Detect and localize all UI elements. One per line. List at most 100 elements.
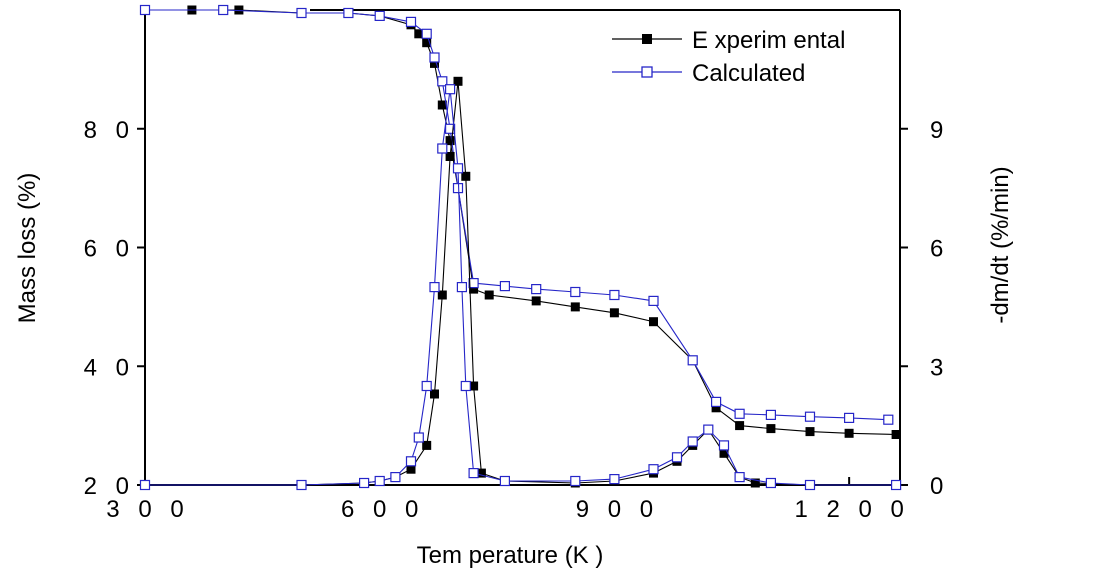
data-point-experimental-mass [891,430,901,439]
data-point-experimental-mass [531,296,541,306]
data-point-experimental-mass [414,29,424,39]
data-point-calculated-rate [671,452,683,463]
y-left-ticks: 2 0 4 0 6 0 8 0 [84,117,145,500]
data-point-calculated-mass [429,52,440,63]
data-point-calculated-rate [468,468,479,479]
data-point-calculated-rate [765,477,777,489]
legend-item-experimental: E xperim ental [612,27,845,54]
data-point-calculated-mass [570,286,581,298]
data-point-calculated-mass [883,414,894,425]
series-line-calculated-mass [145,9,889,421]
data-point-calculated-rate [890,479,902,491]
data-point-experimental-mass [570,302,580,312]
data-point-experimental-rate [445,152,455,161]
data-point-calculated-mass [710,396,722,407]
series-line-experimental-rate [145,81,897,486]
data-point-experimental-mass [805,427,815,437]
data-point-calculated-rate [804,479,816,491]
data-point-calculated-mass [405,16,417,27]
data-point-experimental-mass [844,428,854,438]
data-point-experimental-mass [437,100,447,110]
data-point-calculated-mass [804,411,816,422]
data-point-experimental-mass [445,136,455,146]
data-point-experimental-rate [430,389,439,399]
y-left-tick-label: 4 0 [84,354,135,381]
data-point-calculated-rate [390,472,401,483]
data-point-experimental-mass [711,403,721,413]
data-point-experimental-mass [422,38,432,48]
data-point-experimental-rate [453,76,463,86]
series-layer [139,4,902,491]
data-point-calculated-rate [359,477,370,489]
data-point-calculated-rate [139,479,151,491]
data-point-calculated-mass [139,4,151,16]
data-point-calculated-rate [570,475,581,487]
data-point-experimental-rate [750,478,760,488]
data-point-calculated-mass [531,284,542,295]
data-point-experimental-mass [234,5,244,15]
data-point-calculated-mass [437,76,448,87]
x-tick-label: 3 0 0 [106,496,189,523]
data-point-calculated-rate [718,440,730,451]
data-point-experimental-rate [437,290,447,300]
data-point-calculated-rate [405,456,417,467]
y-right-tick-label: 0 [930,473,949,500]
data-point-calculated-mass [687,355,698,366]
data-point-experimental-rate [461,171,471,181]
data-point-experimental-mass [430,58,439,68]
data-point-calculated-rate [437,143,448,154]
data-point-calculated-mass [843,412,855,423]
data-point-experimental-rate [469,381,479,391]
y-left-tick-label: 2 0 [84,473,135,500]
x-tick-label: 9 0 0 [576,496,659,523]
data-point-calculated-mass [734,408,745,419]
data-point-calculated-mass [218,4,229,16]
data-point-calculated-mass [374,10,385,21]
y-left-axis-title: Mass loss (%) [14,173,41,324]
x-axis-title: Tem perature (K ) [417,542,604,569]
data-point-calculated-mass [648,295,659,306]
data-point-calculated-rate [429,282,440,293]
y-left-tick-label: 6 0 [84,236,135,263]
data-point-calculated-rate [648,464,659,475]
data-point-calculated-rate [456,282,467,293]
data-point-calculated-rate [460,380,471,392]
data-point-calculated-mass [296,7,307,19]
data-point-calculated-rate [374,475,385,487]
data-point-calculated-rate [703,424,714,435]
legend-marker-experimental [642,34,652,44]
data-point-experimental-rate [422,440,432,450]
legend-label-calculated: Calculated [692,60,805,87]
data-point-calculated-rate [296,479,307,491]
y-left-tick-label: 8 0 [84,117,135,144]
data-point-calculated-rate [452,163,464,174]
data-point-calculated-rate [421,380,432,392]
data-point-experimental-mass [484,290,494,300]
data-point-calculated-mass [765,409,777,420]
data-point-calculated-rate [734,472,745,483]
y-right-ticks: 0 3 6 9 [900,117,949,500]
data-point-calculated-rate [609,474,620,485]
x-tick-label: 1 2 0 0 [794,496,909,523]
data-point-calculated-mass [499,281,510,292]
data-point-calculated-mass [421,28,432,39]
y-right-tick-label: 3 [930,354,949,381]
data-point-experimental-mass [735,421,745,431]
y-right-axis-title: -dm/dt (%/min) [987,166,1014,323]
legend-item-calculated: Calculated [612,60,805,87]
y-right-tick-label: 6 [930,236,949,263]
data-point-calculated-rate [445,84,456,95]
legend-label-experimental: E xperim ental [692,27,845,54]
data-point-experimental-rate [719,448,729,458]
data-point-experimental-mass [766,424,776,434]
data-point-experimental-mass [649,317,658,327]
data-point-calculated-mass [343,7,354,19]
data-point-experimental-mass [609,308,619,318]
y-right-tick-label: 9 [930,117,949,144]
data-point-calculated-rate [499,475,510,487]
data-point-experimental-rate [406,464,416,474]
data-point-calculated-mass [468,278,479,289]
data-point-calculated-mass [609,289,620,301]
data-point-experimental-rate [476,468,486,478]
